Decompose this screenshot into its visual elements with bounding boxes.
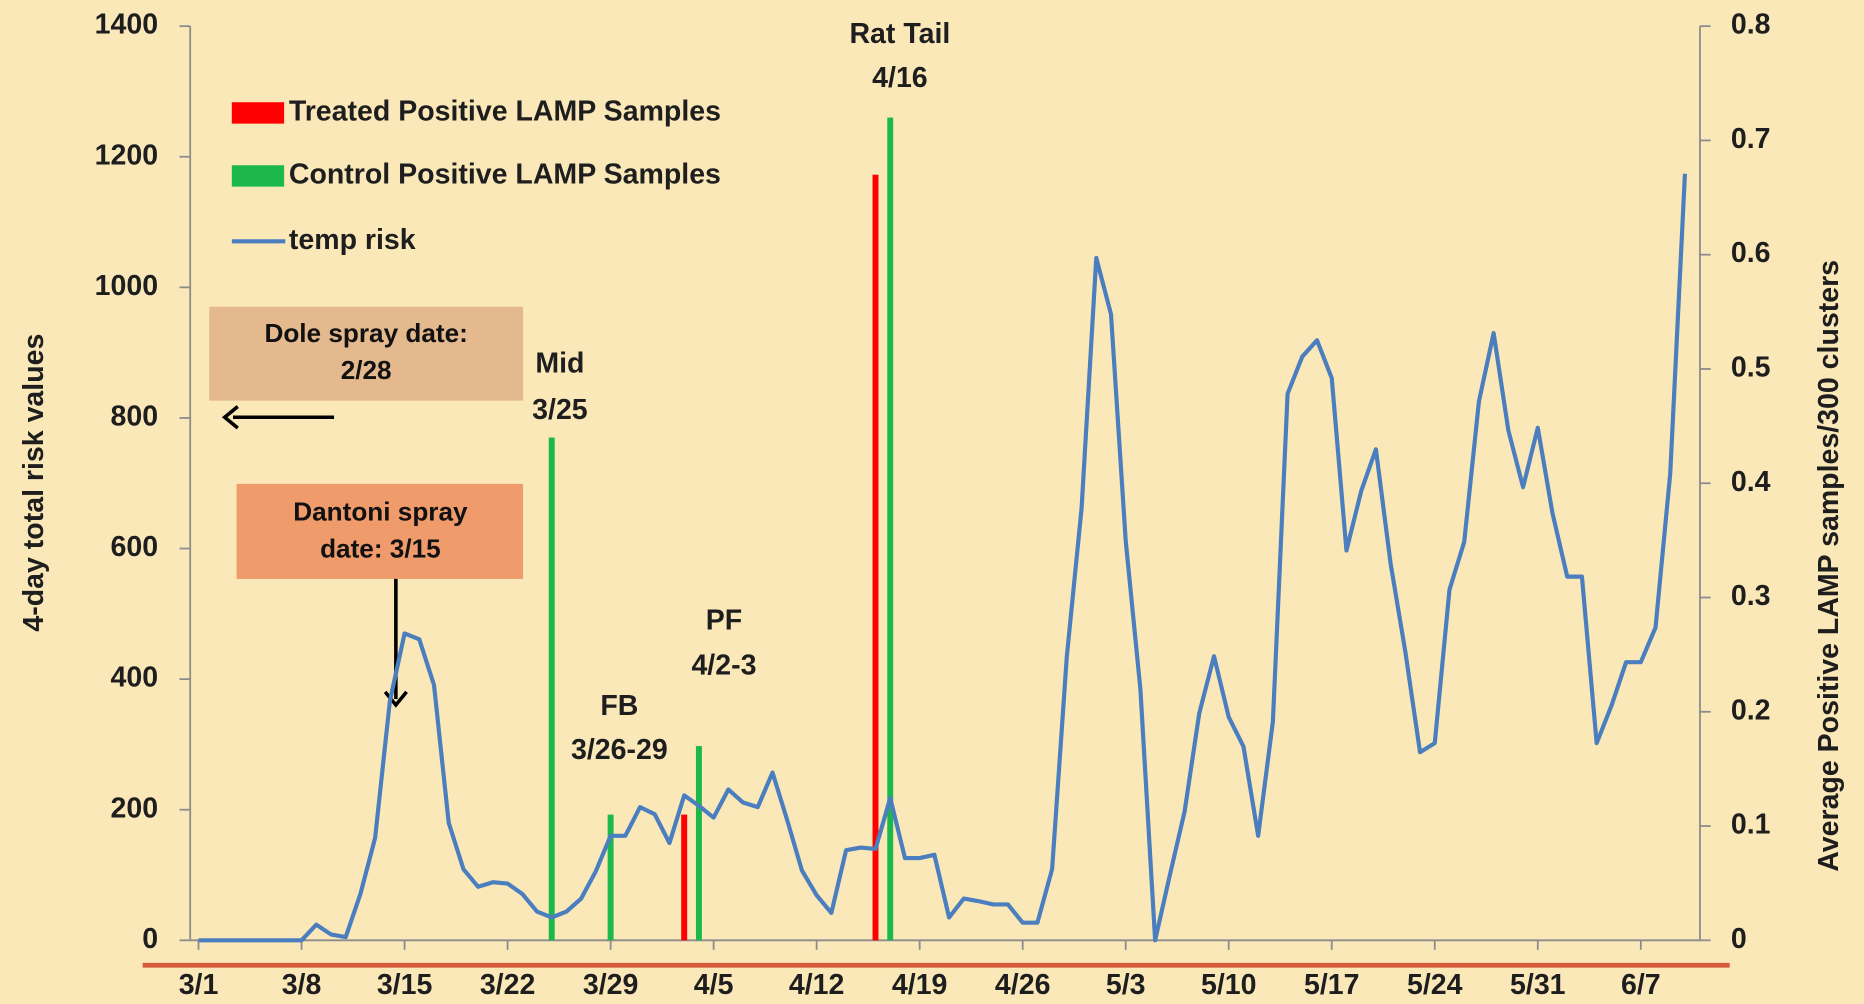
y-tick-label: 1000: [95, 270, 158, 302]
legend-swatch: [231, 102, 285, 124]
bar: [548, 437, 555, 941]
y2-axis-title: Average Positive LAMP samples/300 cluste…: [1813, 260, 1845, 872]
x-tick-label: 4/19: [892, 969, 948, 1001]
y2-tick-label: 0.3: [1731, 580, 1771, 612]
x-tick-label: 5/17: [1304, 969, 1360, 1001]
y-tick-label: 0: [142, 923, 158, 955]
x-tick-label: 4/5: [694, 969, 734, 1001]
legend-label: Control Positive LAMP Samples: [289, 158, 721, 190]
x-tick-label: 4/26: [995, 969, 1050, 1001]
x-tick-label: 3/1: [179, 969, 219, 1001]
x-tick-label: 5/31: [1510, 969, 1566, 1001]
legend-label: Treated Positive LAMP Samples: [289, 95, 721, 127]
x-tick-label: 5/24: [1407, 969, 1463, 1001]
bar: [872, 174, 879, 941]
x-tick-label: 5/3: [1106, 969, 1146, 1001]
plot: 4-day total risk values Average Positive…: [18, 9, 1845, 1002]
bar: [607, 814, 614, 941]
annotation-text: Dole spray date:: [264, 318, 467, 348]
annotation: FB 3/26-29: [571, 690, 668, 766]
annotation: Mid 3/25: [532, 347, 588, 425]
annotation-text: 3/26-29: [571, 734, 668, 766]
y-tick-label: 1200: [95, 139, 158, 171]
y2-tick-label: 0.1: [1731, 809, 1771, 841]
x-tick-label: 6/7: [1621, 969, 1661, 1001]
annotation-box: [209, 306, 524, 401]
annotation-text: PF: [706, 604, 742, 636]
annotation-box: [236, 483, 524, 579]
bar: [887, 117, 894, 941]
y2-tick-label: 0.5: [1731, 351, 1771, 383]
x-tick-label: 3/15: [377, 969, 433, 1001]
bar: [681, 814, 688, 941]
y2-tick-label: 0: [1731, 923, 1747, 955]
y2-tick-label: 0.7: [1731, 123, 1771, 155]
x-tick-label: 3/8: [282, 969, 322, 1001]
y2-tick-label: 0.8: [1731, 9, 1771, 41]
legend-swatch: [231, 165, 285, 187]
annotation: Dole spray date: 2/28: [264, 318, 467, 385]
bar: [695, 746, 702, 941]
annotation: Dantoni spray date: 3/15: [293, 496, 468, 563]
y-tick-label: 400: [111, 662, 159, 694]
x-tick-label: 3/29: [583, 969, 639, 1001]
annotation-text: 2/28: [341, 355, 392, 385]
x-tick-label: 5/10: [1201, 969, 1257, 1001]
y-axis-title: 4-day total risk values: [18, 334, 50, 632]
annotation: PF 4/2-3: [691, 604, 756, 681]
legend-label: temp risk: [289, 224, 416, 256]
y2-tick-label: 0.4: [1731, 466, 1771, 498]
x-tick-label: 3/22: [480, 969, 536, 1001]
annotation: Rat Tail 4/16: [849, 18, 950, 94]
annotation-text: 4/2-3: [691, 649, 756, 681]
y2-tick-label: 0.6: [1731, 237, 1771, 269]
annotation-text: Rat Tail: [849, 18, 950, 50]
arrow-head: [221, 405, 239, 430]
y-tick-label: 200: [111, 792, 159, 824]
line: [198, 173, 1688, 943]
arrow-head: [383, 690, 408, 708]
annotation-text: 4/16: [872, 62, 928, 94]
y-tick-label: 600: [111, 531, 159, 563]
y-tick-label: 800: [111, 400, 159, 432]
annotation-text: FB: [600, 690, 638, 722]
annotation-text: Dantoni spray: [293, 496, 468, 526]
x-tick-label: 4/12: [789, 969, 845, 1001]
annotation-text: Mid: [535, 347, 584, 379]
annotation-text: 3/25: [532, 394, 588, 426]
y2-tick-label: 0.2: [1731, 694, 1771, 726]
annotation-text: date: 3/15: [320, 533, 441, 563]
y-tick-label: 1400: [95, 9, 158, 41]
